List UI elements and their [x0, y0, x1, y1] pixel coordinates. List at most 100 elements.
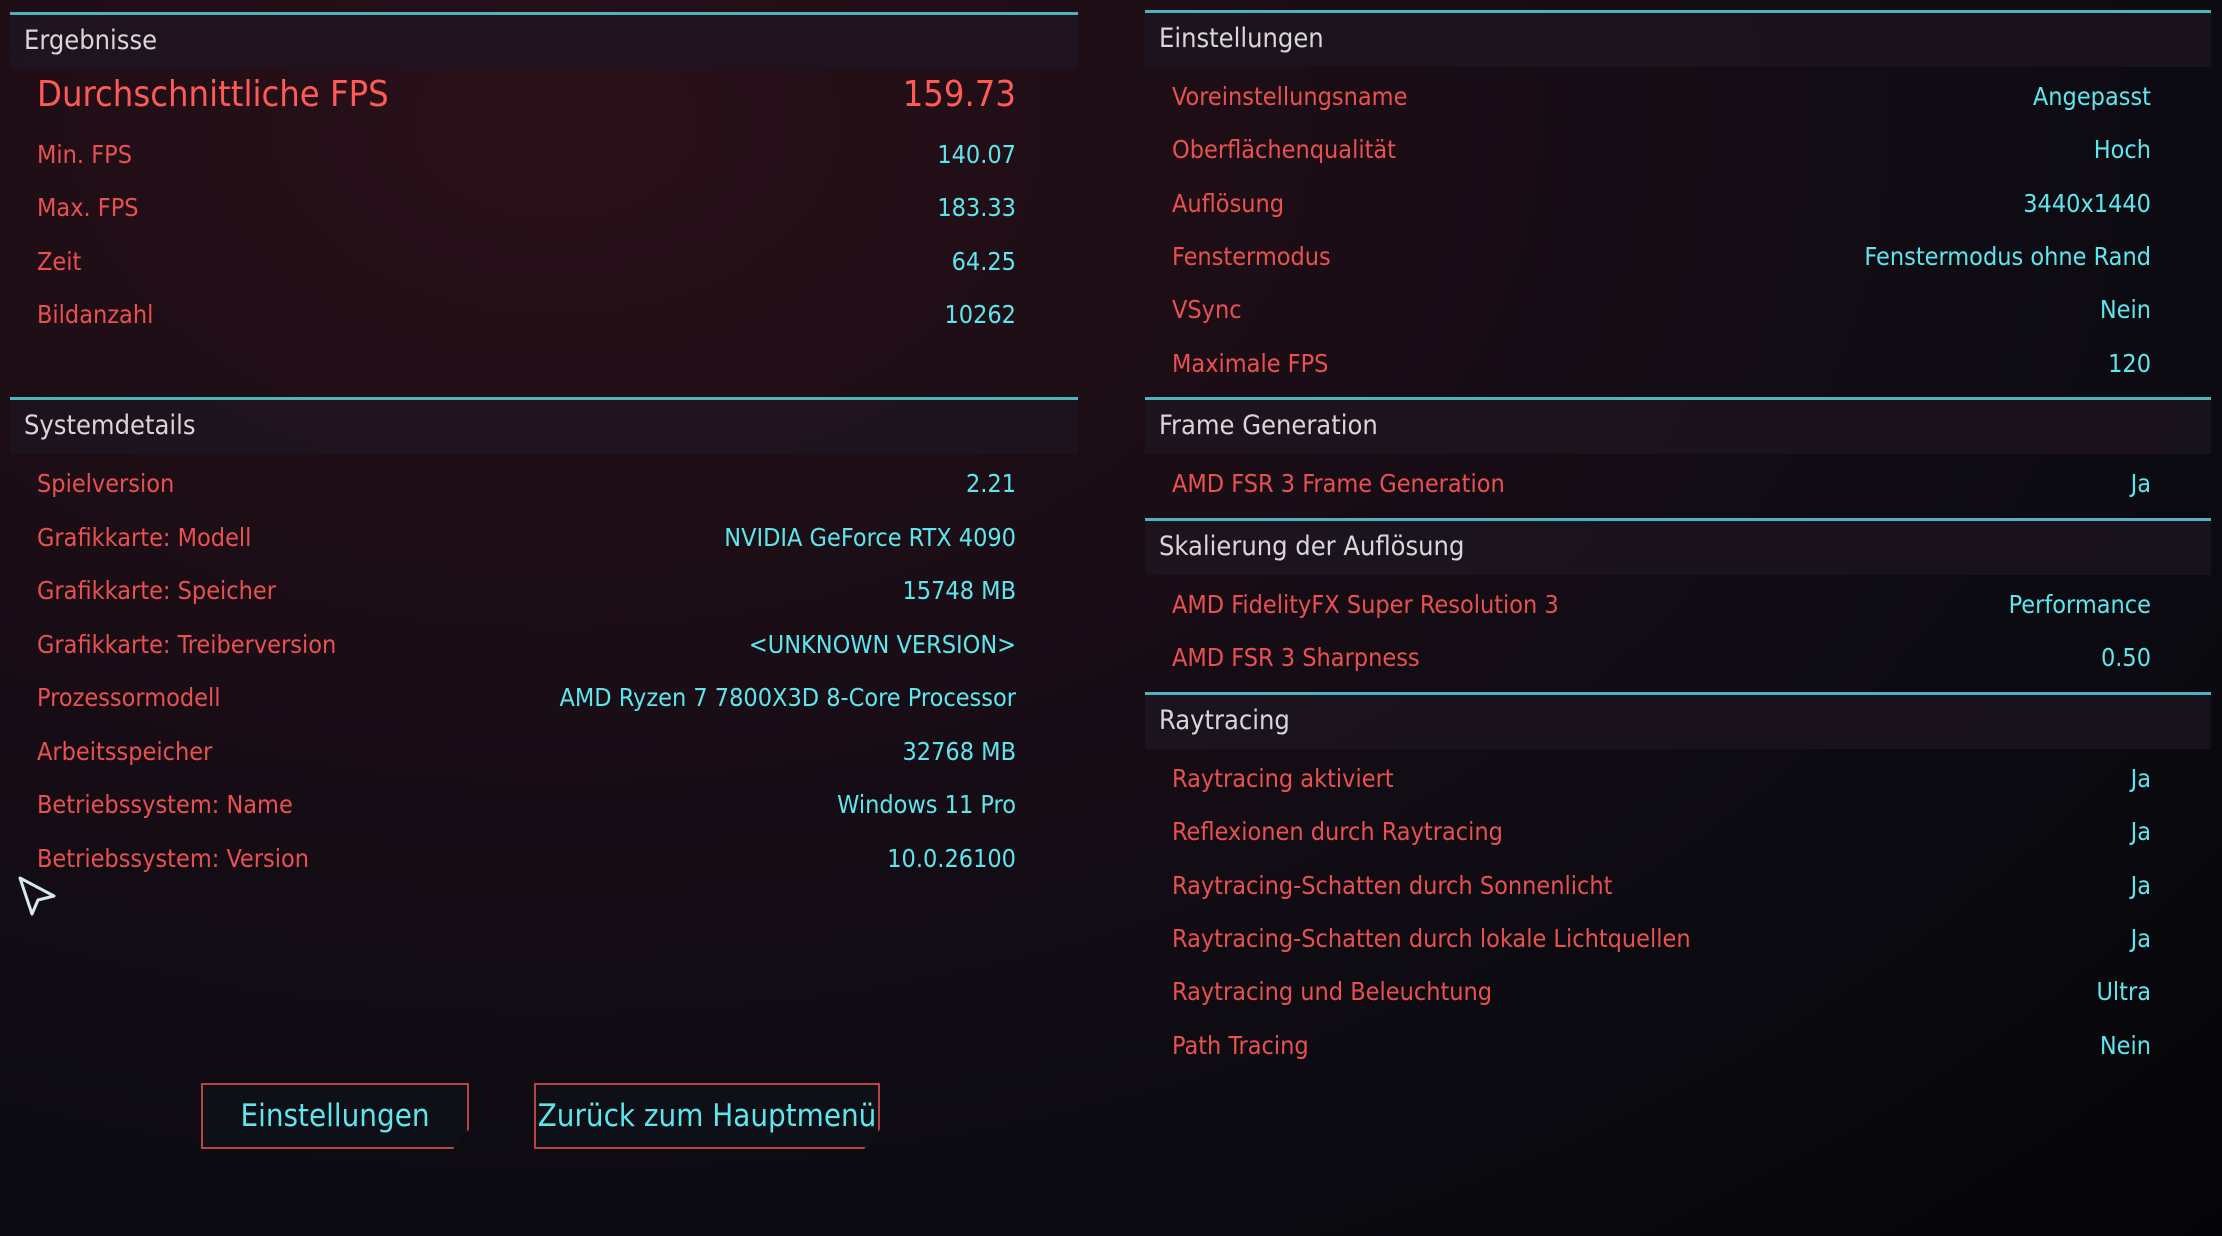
section-title: Einstellungen — [1159, 23, 1324, 54]
row-value: Ja — [2130, 923, 2151, 953]
row-label: Oberflächenqualität — [1172, 135, 1396, 165]
row-label: Max. FPS — [37, 193, 139, 222]
row-amd-fsr-3-frame-generation: AMD FSR 3 Frame Generation Ja — [1145, 469, 2211, 509]
row-label: Prozessormodell — [37, 683, 221, 712]
section-divider — [1145, 397, 2211, 400]
row-value: 120 — [2108, 348, 2151, 378]
section-divider — [1145, 518, 2211, 521]
row-maximale-fps: Maximale FPS 120 — [1145, 349, 2211, 389]
row-betriebssystem-name: Betriebssystem: Name Windows 11 Pro — [10, 790, 1078, 830]
row-label: Durchschnittliche FPS — [37, 74, 389, 115]
row-label: Arbeitsspeicher — [37, 736, 213, 766]
row-oberfl-chenqualit-t: Oberflächenqualität Hoch — [1145, 135, 2211, 175]
section-title: Skalierung der Auflösung — [1159, 531, 1465, 562]
section-divider — [10, 397, 1078, 400]
row-label: Min. FPS — [37, 139, 132, 169]
row-value: Ja — [2130, 817, 2151, 847]
section-header: Skalierung der Auflösung — [1145, 521, 2211, 575]
row-label: Fenstermodus — [1172, 241, 1331, 271]
row-label: AMD FSR 3 Frame Generation — [1172, 469, 1505, 498]
row-label: Raytracing-Schatten durch lokale Lichtqu… — [1172, 923, 1691, 953]
row-value: Nein — [2099, 1030, 2151, 1060]
row-value: 140.07 — [937, 139, 1016, 169]
row-path-tracing: Path Tracing Nein — [1145, 1031, 2211, 1071]
section-title: Ergebnisse — [24, 25, 158, 56]
row-value: 159.73 — [902, 74, 1016, 115]
row-value: Angepasst — [2032, 82, 2151, 111]
row-value: 0.50 — [2100, 643, 2151, 673]
row-value: AMD Ryzen 7 7800X3D 8-Core Processor — [559, 683, 1017, 712]
section-title: Systemdetails — [24, 410, 196, 441]
row-raytracing-und-beleuchtung: Raytracing und Beleuchtung Ultra — [1145, 977, 2211, 1017]
row-label: Betriebssystem: Name — [37, 790, 293, 819]
row-label: Raytracing und Beleuchtung — [1172, 977, 1493, 1007]
row-aufl-sung: Auflösung 3440x1440 — [1145, 189, 2211, 229]
row-spielversion: Spielversion 2.21 — [10, 469, 1078, 509]
row-label: Grafikkarte: Modell — [37, 522, 252, 552]
row-label: VSync — [1172, 295, 1242, 325]
section-divider — [1145, 692, 2211, 695]
row-grafikkarte-modell: Grafikkarte: Modell NVIDIA GeForce RTX 40… — [10, 523, 1078, 563]
row-label: Maximale FPS — [1172, 348, 1329, 378]
row-label: AMD FidelityFX Super Resolution 3 — [1172, 590, 1559, 619]
row-voreinstellungsname: Voreinstellungsname Angepasst — [1145, 82, 2211, 122]
row-reflexionen-durch-raytracing: Reflexionen durch Raytracing Ja — [1145, 817, 2211, 857]
row-durchschnittliche-fps: Durchschnittliche FPS 159.73 — [10, 74, 1078, 124]
row-label: Bildanzahl — [37, 300, 154, 329]
row-raytracing-aktiviert: Raytracing aktiviert Ja — [1145, 764, 2211, 804]
section-header: Ergebnisse — [10, 15, 1078, 69]
row-value: 2.21 — [965, 469, 1016, 498]
row-prozessormodell: Prozessormodell AMD Ryzen 7 7800X3D 8-Cor… — [10, 683, 1078, 723]
row-label: Raytracing-Schatten durch Sonnenlicht — [1172, 870, 1613, 900]
row-value: 32768 MB — [902, 736, 1016, 766]
row-label: Path Tracing — [1172, 1030, 1309, 1060]
row-grafikkarte-treiberversion: Grafikkarte: Treiberversion <UNKNOWN VERS… — [10, 630, 1078, 670]
row-value: <UNKNOWN VERSION> — [748, 629, 1016, 659]
row-value: 3440x1440 — [2023, 188, 2151, 218]
section-header: Frame Generation — [1145, 400, 2211, 454]
row-value: Windows 11 Pro — [837, 790, 1016, 819]
row-label: Auflösung — [1172, 188, 1285, 218]
row-label: Grafikkarte: Treiberversion — [37, 629, 337, 659]
row-value: 10262 — [944, 300, 1016, 329]
row-label: Raytracing aktiviert — [1172, 764, 1394, 793]
row-grafikkarte-speicher: Grafikkarte: Speicher 15748 MB — [10, 576, 1078, 616]
row-value: Performance — [2008, 590, 2151, 619]
row-value: 15748 MB — [902, 576, 1016, 605]
row-value: Ja — [2130, 469, 2151, 498]
row-label: Reflexionen durch Raytracing — [1172, 817, 1503, 847]
section-header: Einstellungen — [1145, 13, 2211, 67]
section-title: Raytracing — [1159, 705, 1290, 736]
results-panel: Ergebnisse Durchschnittliche FPS 159.73 Min… — [10, 0, 1078, 1236]
row-label: Voreinstellungsname — [1172, 82, 1408, 111]
pointer-arrow-icon — [18, 876, 56, 916]
section-title: Frame Generation — [1159, 410, 1378, 441]
section-header: Raytracing — [1145, 695, 2211, 749]
row-min-fps: Min. FPS 140.07 — [10, 140, 1078, 180]
row-label: Grafikkarte: Speicher — [37, 576, 277, 605]
row-value: 183.33 — [937, 193, 1016, 222]
row-raytracing-schatten-durch-lokale-lichtquellen: Raytracing-Schatten durch lokale Lichtqu… — [1145, 924, 2211, 964]
row-bildanzahl: Bildanzahl 10262 — [10, 300, 1078, 340]
row-value: Fenstermodus ohne Rand — [1864, 241, 2151, 271]
row-fenstermodus: Fenstermodus Fenstermodus ohne Rand — [1145, 242, 2211, 282]
row-value: Nein — [2099, 295, 2151, 325]
row-label: AMD FSR 3 Sharpness — [1172, 643, 1420, 673]
row-value: 64.25 — [951, 246, 1016, 276]
row-vsync: VSync Nein — [1145, 295, 2211, 335]
settings-panel: Einstellungen Voreinstellungsname Angepass… — [1145, 0, 2211, 1236]
row-zeit: Zeit 64.25 — [10, 247, 1078, 287]
row-betriebssystem-version: Betriebssystem: Version 10.0.26100 — [10, 844, 1078, 884]
row-raytracing-schatten-durch-sonnenlicht: Raytracing-Schatten durch Sonnenlicht Ja — [1145, 871, 2211, 911]
row-value: Ja — [2130, 764, 2151, 793]
row-value: Hoch — [2093, 135, 2151, 165]
row-value: Ultra — [2096, 977, 2151, 1007]
row-label: Betriebssystem: Version — [37, 843, 309, 873]
settings-button[interactable]: Einstellungen — [201, 1083, 469, 1149]
row-label: Spielversion — [37, 469, 175, 498]
section-divider — [1145, 10, 2211, 13]
main-menu-button[interactable]: Zurück zum Hauptmenü — [534, 1083, 880, 1149]
row-value: NVIDIA GeForce RTX 4090 — [724, 522, 1016, 552]
row-amd-fsr-3-sharpness: AMD FSR 3 Sharpness 0.50 — [1145, 643, 2211, 683]
row-max-fps: Max. FPS 183.33 — [10, 193, 1078, 233]
